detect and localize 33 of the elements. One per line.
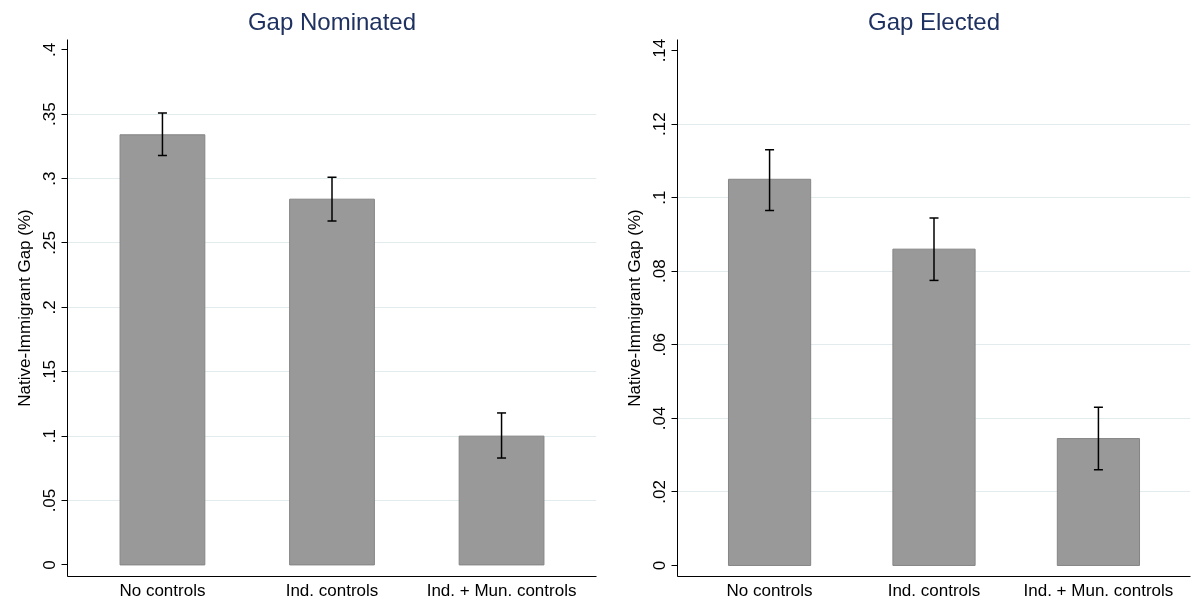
- y-axis-title: Native-Immigrant Gap (%): [624, 209, 644, 407]
- y-tick-label: .04: [650, 406, 670, 431]
- y-tick-label: .05: [40, 488, 60, 513]
- bar: [458, 435, 545, 566]
- x-tick-label: Ind. controls: [285, 580, 379, 600]
- y-tick-label: .15: [40, 359, 60, 384]
- y-tick-label: .2: [40, 300, 60, 315]
- bar: [289, 198, 375, 566]
- y-tick-label: .35: [40, 102, 60, 127]
- y-tick-label: .14: [650, 38, 670, 63]
- x-tick-label: Ind. + Mun. controls: [426, 580, 577, 600]
- y-axis-title: Native-Immigrant Gap (%): [14, 209, 34, 407]
- bar: [1056, 438, 1141, 566]
- y-tick-label: .25: [40, 231, 60, 255]
- chart-title: Gap Elected: [867, 7, 1001, 35]
- x-tick-label: No controls: [119, 580, 206, 600]
- chart-title: Gap Nominated: [247, 7, 417, 35]
- y-tick-label: .4: [40, 42, 60, 57]
- bar: [892, 248, 976, 566]
- x-tick-label: No controls: [726, 580, 813, 600]
- y-tick-label: 0: [650, 560, 670, 571]
- bar: [727, 178, 812, 566]
- x-tick-label: Ind. controls: [887, 580, 981, 600]
- y-tick-label: 0: [40, 560, 60, 570]
- y-tick-label: .02: [650, 480, 670, 504]
- y-tick-label: .12: [650, 112, 670, 136]
- y-tick-label: .3: [40, 171, 60, 186]
- y-tick-label: .06: [650, 332, 670, 357]
- bar: [119, 134, 206, 566]
- x-tick-label: Ind. + Mun. controls: [1023, 580, 1174, 600]
- y-tick-label: .08: [650, 259, 670, 284]
- y-tick-label: .1: [40, 429, 60, 444]
- y-tick-label: .1: [650, 190, 670, 205]
